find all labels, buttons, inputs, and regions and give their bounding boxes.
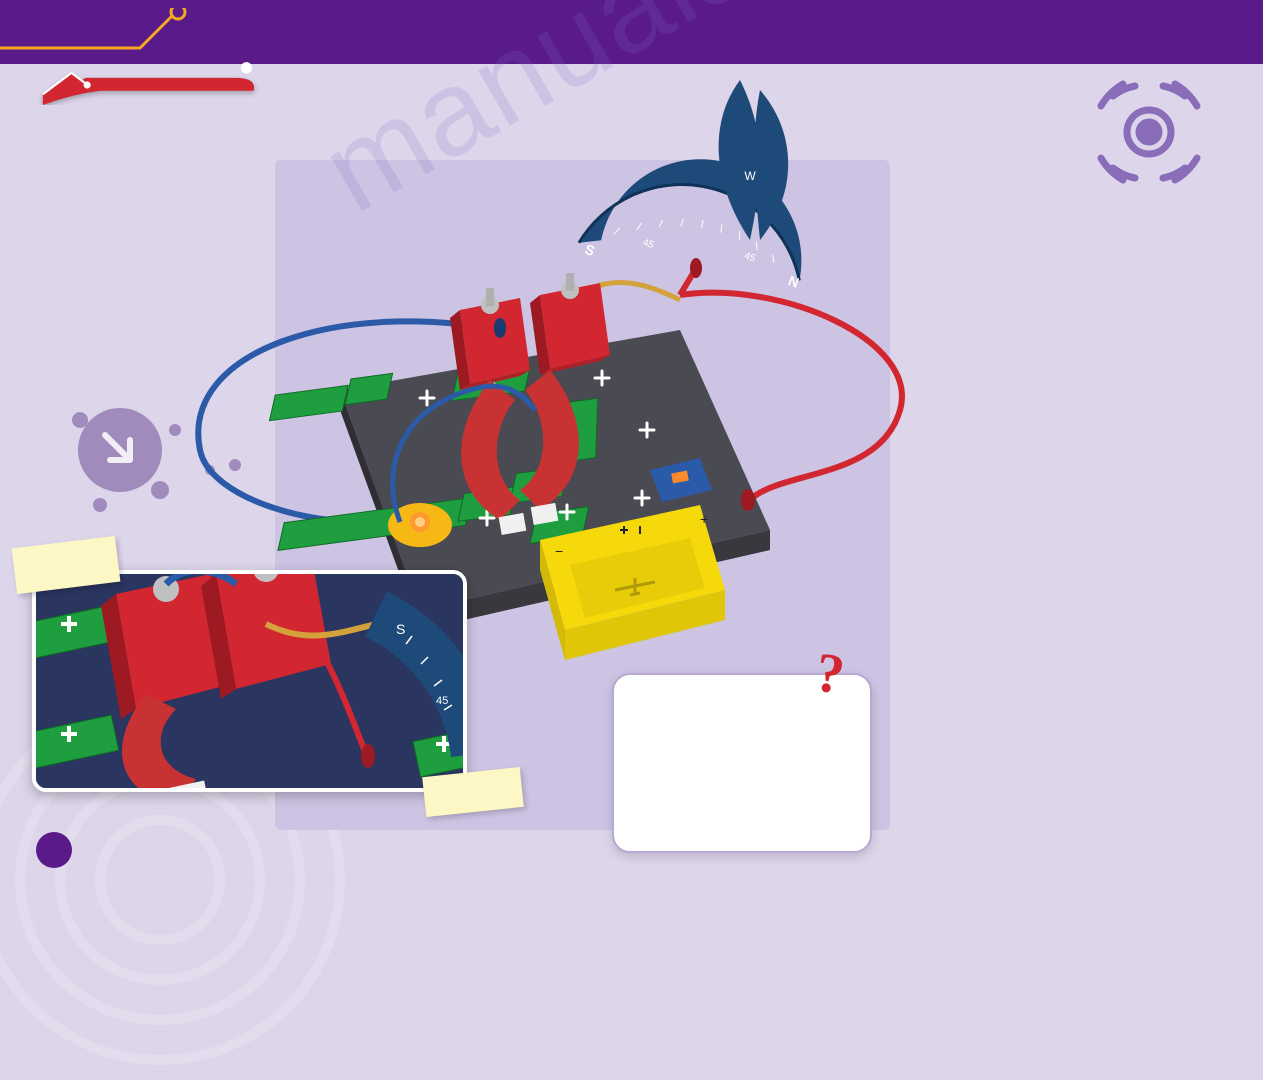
svg-text:45: 45 [743, 251, 758, 265]
inset-closeup: S 45 [32, 570, 467, 792]
svg-text:S: S [583, 241, 597, 259]
svg-text:S: S [396, 621, 405, 637]
svg-text:+: + [700, 511, 708, 527]
svg-text:45: 45 [641, 237, 656, 251]
radar-icon [1095, 78, 1203, 186]
svg-text:N: N [786, 272, 801, 290]
svg-text:45: 45 [436, 695, 448, 707]
svg-text:W: W [744, 169, 756, 183]
page-number-dot [36, 832, 72, 868]
inset-diagram: S 45 [36, 574, 467, 792]
svg-text:−: − [555, 543, 563, 559]
